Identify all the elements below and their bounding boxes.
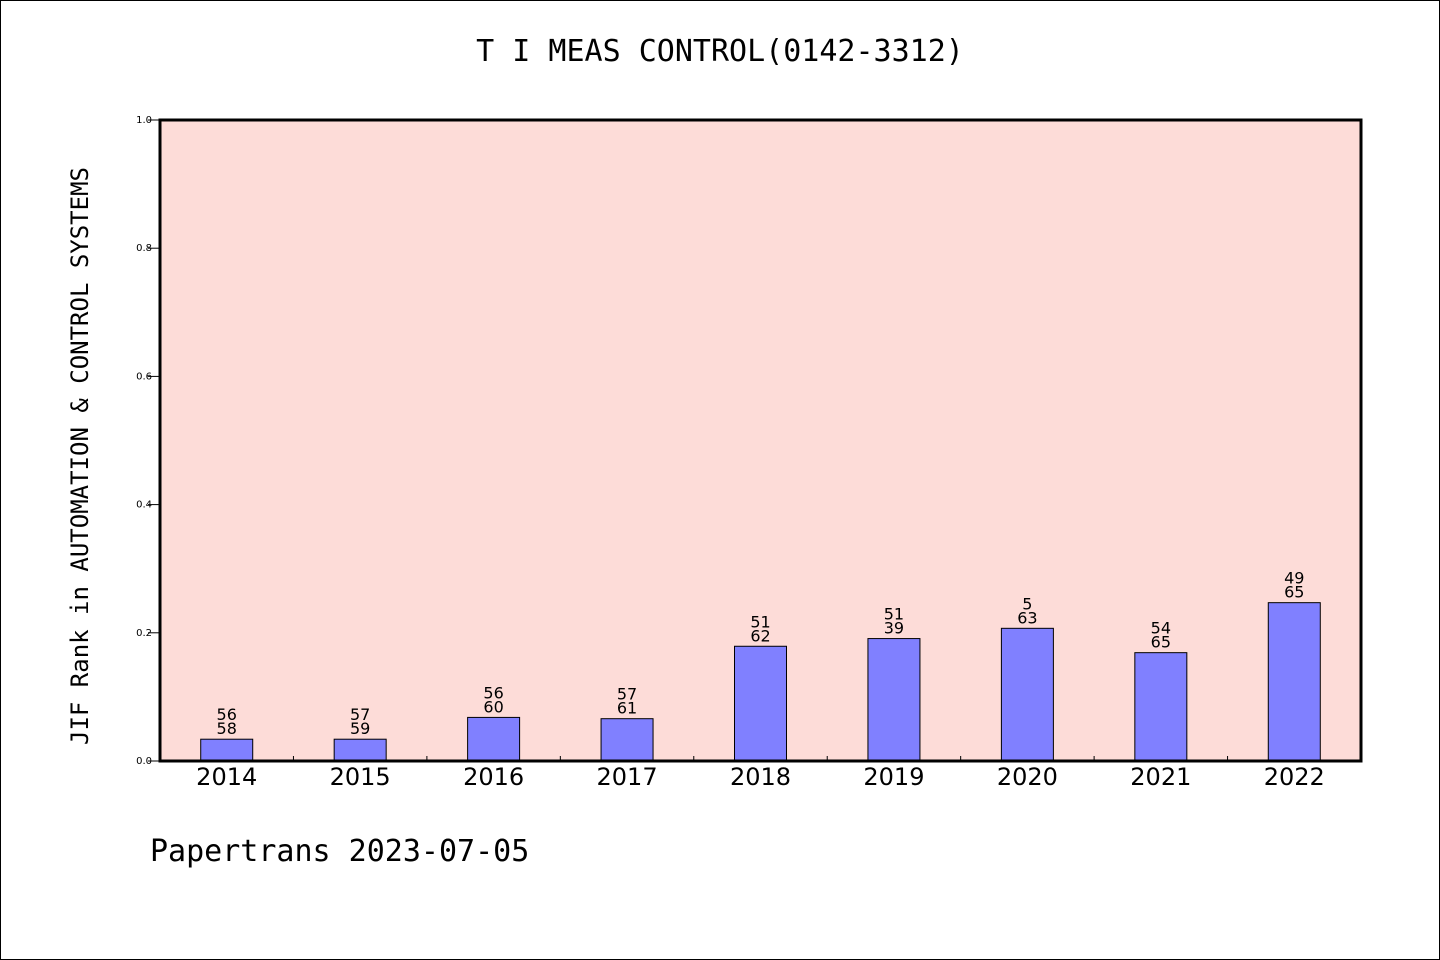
plot-border — [158, 118, 1363, 763]
x-axis: 2014 2015 2016 2017 2018 2019 2020 2021 2022 — [196, 756, 1325, 791]
bar — [734, 645, 787, 762]
bar-label-rank: 56 — [483, 683, 503, 702]
bar-label-rank: 57 — [617, 685, 637, 704]
bar-label-rank: 49 — [1284, 569, 1304, 588]
bar-label-total: 39 — [884, 619, 904, 638]
x-tick-label: 2018 — [730, 763, 791, 791]
y-tick-label: 0.2 — [136, 628, 152, 639]
x-tick-label: 2017 — [597, 763, 658, 791]
bar-label-rank: 57 — [350, 705, 370, 724]
y-axis: 0.0 0.2 0.4 0.6 0.8 1.0 — [136, 115, 160, 767]
x-tick-label: 2020 — [997, 763, 1058, 791]
y-tick-label: 0.4 — [136, 500, 152, 511]
x-tick-label: 2015 — [330, 763, 391, 791]
bar-label-total: 63 — [1017, 608, 1037, 627]
bar — [467, 716, 521, 762]
bar-label-total: 65 — [1151, 633, 1171, 652]
x-tick-label: 2014 — [196, 763, 257, 791]
bar-label-rank: 5 — [1022, 594, 1032, 613]
bar-label-total: 60 — [483, 697, 503, 716]
y-tick-label: 0.0 — [136, 756, 152, 767]
chart-title: T I MEAS CONTROL(0142-3312) — [476, 34, 964, 69]
bar-label-rank: 51 — [884, 605, 904, 624]
bar — [867, 638, 921, 762]
bar — [1000, 627, 1054, 762]
bar-label-total: 62 — [750, 626, 770, 645]
y-tick-label: 0.8 — [136, 243, 152, 254]
x-tick-label: 2016 — [463, 763, 524, 791]
y-tick-label: 0.6 — [136, 371, 152, 382]
bar-label-total: 58 — [217, 719, 237, 738]
bar-label-total: 61 — [617, 699, 637, 718]
bar — [200, 738, 254, 762]
y-tick-label: 1.0 — [136, 115, 152, 126]
bar — [1134, 652, 1188, 762]
bar — [1267, 602, 1321, 762]
bar — [333, 738, 387, 762]
x-tick-label: 2019 — [863, 763, 924, 791]
x-tick-label: 2022 — [1264, 763, 1325, 791]
bar — [600, 718, 654, 762]
bar-label-rank: 54 — [1151, 619, 1171, 638]
bar-label-total: 65 — [1284, 583, 1304, 602]
bar-label-rank: 56 — [217, 705, 237, 724]
x-tick-label: 2021 — [1130, 763, 1191, 791]
bar-label-rank: 51 — [750, 612, 770, 631]
bar-label-total: 59 — [350, 719, 370, 738]
footer-credit: Papertrans 2023-07-05 — [150, 834, 530, 869]
